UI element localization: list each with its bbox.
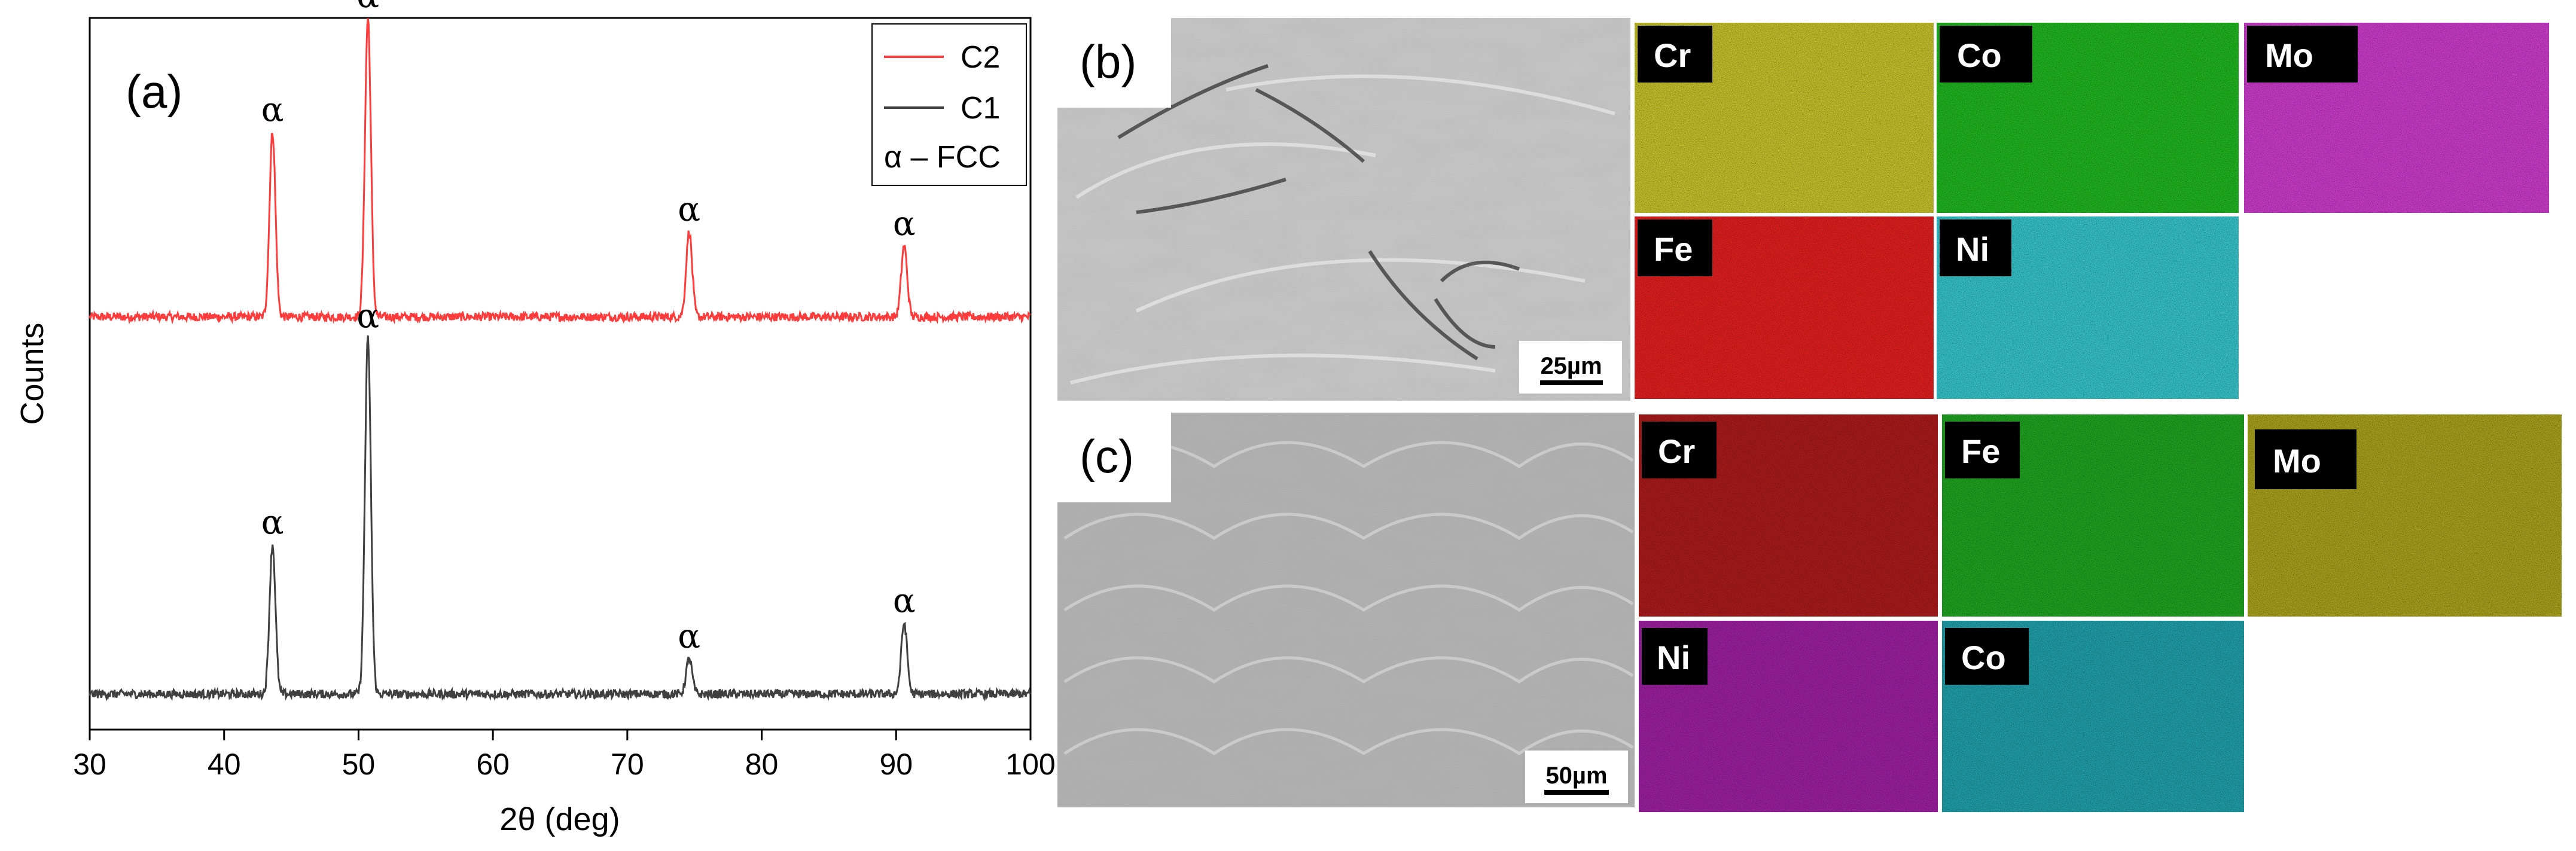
eds-map-cr-c: Cr xyxy=(1639,414,1938,617)
eds-label-box xyxy=(1945,628,2029,685)
peak-label: α xyxy=(356,0,379,16)
eds-map-fe-c: Fe xyxy=(1942,414,2244,617)
eds-map-fe-b: Fe xyxy=(1635,216,1934,399)
eds-label-mo: Mo xyxy=(2265,36,2313,74)
eds-label-box xyxy=(1642,422,1717,478)
peak-label: α xyxy=(893,205,916,243)
x-tick-label: 70 xyxy=(611,748,644,781)
peak-labels: α α α α α α α α xyxy=(261,0,916,656)
legend-label-c2: C2 xyxy=(961,40,1000,75)
eds-label-box xyxy=(1940,26,2032,83)
panel-label-box-b xyxy=(1057,18,1171,108)
x-tick-label: 40 xyxy=(208,748,241,781)
eds-label-box xyxy=(1638,219,1712,276)
y-axis-label: Counts xyxy=(14,322,50,425)
panel-b: (b) 25µm Cr Co Mo Fe xyxy=(1057,18,2549,401)
eds-label-ni: Ni xyxy=(1956,230,1989,268)
panel-label-a: (a) xyxy=(126,65,182,118)
eds-label-cr: Cr xyxy=(1654,36,1691,74)
series-line-c2 xyxy=(89,18,1031,325)
eds-label-box xyxy=(1642,628,1708,685)
x-tick-label: 80 xyxy=(745,748,779,781)
panel-c: (c) 50µm Cr Fe Mo Ni xyxy=(1057,413,2562,812)
eds-label-box xyxy=(1940,219,2011,276)
eds-map-ni-c: Ni xyxy=(1639,621,1938,812)
peak-label: α xyxy=(678,617,700,656)
x-tick-label: 100 xyxy=(1005,748,1055,781)
eds-map-mo-b: Mo xyxy=(2244,23,2549,213)
peak-label: α xyxy=(261,504,284,542)
eds-label-box xyxy=(2255,429,2356,489)
panel-label-b: (b) xyxy=(1080,35,1136,88)
eds-label-ni: Ni xyxy=(1657,639,1690,676)
x-tick-label: 30 xyxy=(73,748,106,781)
eds-label-box xyxy=(2247,26,2358,83)
x-axis-ticks xyxy=(89,730,1032,740)
peak-label: α xyxy=(893,582,916,621)
x-tick-label: 60 xyxy=(476,748,510,781)
x-axis-label: 2θ (deg) xyxy=(499,801,620,837)
scale-bar-label-c: 50µm xyxy=(1545,762,1607,789)
eds-map-cr-b: Cr xyxy=(1635,23,1934,213)
eds-label-mo: Mo xyxy=(2273,442,2321,480)
panel-label-c: (c) xyxy=(1080,430,1134,483)
plot-frame xyxy=(89,17,1032,731)
x-tick-label: 90 xyxy=(879,748,913,781)
eds-label-fe: Fe xyxy=(1654,230,1693,268)
peak-label: α xyxy=(356,297,379,336)
eds-map-co-b: Co xyxy=(1937,23,2239,213)
peak-label: α xyxy=(261,90,284,129)
legend: C2 C1 α – FCC xyxy=(871,23,1027,186)
panel-label-box-c xyxy=(1057,413,1171,502)
eds-map-ni-b: Ni xyxy=(1937,216,2239,399)
sem-image-c: (c) 50µm xyxy=(1057,413,1635,807)
legend-label-c1: C1 xyxy=(961,91,1000,126)
eds-map-mo-c: Mo xyxy=(2248,414,2562,617)
x-axis-tick-labels: 30 40 50 60 70 80 90 100 xyxy=(73,748,1056,781)
eds-label-co: Co xyxy=(1957,36,2002,74)
x-tick-label: 50 xyxy=(342,748,376,781)
eds-label-co: Co xyxy=(1961,639,2006,676)
eds-label-box xyxy=(1638,26,1712,83)
legend-label-fcc: α – FCC xyxy=(884,140,1001,175)
eds-map-co-c: Co xyxy=(1942,621,2244,812)
legend-box xyxy=(871,23,1027,186)
eds-label-box xyxy=(1945,422,2020,478)
series-line-c1 xyxy=(89,335,1032,702)
xrd-chart: 30 40 50 60 70 80 90 100 2θ (deg) Counts (a) αα… xyxy=(14,0,1056,837)
peak-label: α xyxy=(678,190,700,229)
sem-image-b: (b) 25µm xyxy=(1057,18,1630,401)
eds-label-cr: Cr xyxy=(1658,432,1695,470)
scale-bar-label-b: 25µm xyxy=(1540,353,1602,379)
eds-label-fe: Fe xyxy=(1961,432,2000,470)
